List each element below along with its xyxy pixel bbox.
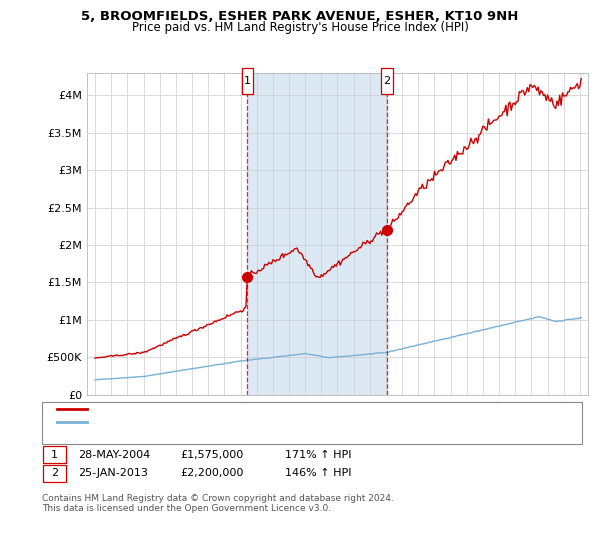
Text: 5, BROOMFIELDS, ESHER PARK AVENUE, ESHER, KT10 9NH: 5, BROOMFIELDS, ESHER PARK AVENUE, ESHER… [82,10,518,23]
FancyBboxPatch shape [242,68,253,94]
Text: 146% ↑ HPI: 146% ↑ HPI [285,468,352,478]
Text: 1: 1 [51,450,58,460]
Text: Contains HM Land Registry data © Crown copyright and database right 2024.
This d: Contains HM Land Registry data © Crown c… [42,494,394,514]
Text: 171% ↑ HPI: 171% ↑ HPI [285,450,352,460]
Bar [247,73,387,395]
Text: 28-MAY-2004: 28-MAY-2004 [78,450,150,460]
Text: 5, BROOMFIELDS, ESHER PARK AVENUE, ESHER, KT10 9NH (detached house): 5, BROOMFIELDS, ESHER PARK AVENUE, ESHER… [91,404,467,414]
Text: £2,200,000: £2,200,000 [180,468,244,478]
Text: 1: 1 [244,76,251,86]
Text: 2: 2 [51,468,58,478]
Text: Price paid vs. HM Land Registry's House Price Index (HPI): Price paid vs. HM Land Registry's House … [131,21,469,34]
Text: HPI: Average price, detached house, Elmbridge: HPI: Average price, detached house, Elmb… [91,417,322,427]
Text: 25-JAN-2013: 25-JAN-2013 [78,468,148,478]
FancyBboxPatch shape [382,68,393,94]
Text: 2: 2 [383,76,391,86]
Text: £1,575,000: £1,575,000 [180,450,243,460]
